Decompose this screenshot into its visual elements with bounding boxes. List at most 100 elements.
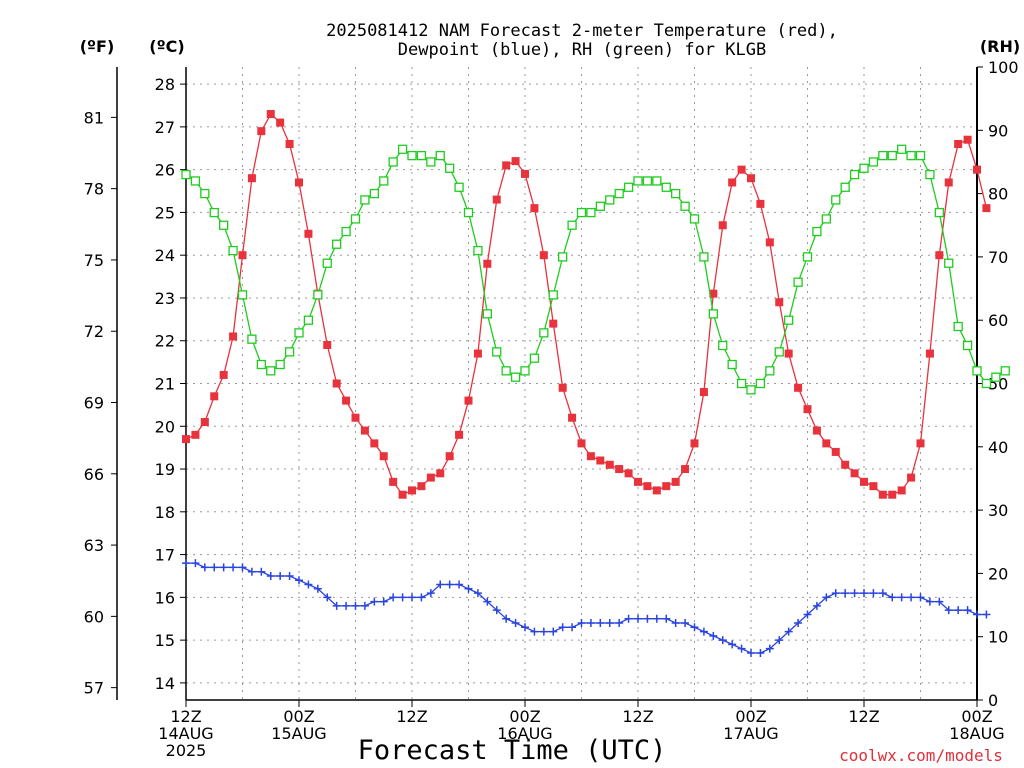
rh-point — [934, 207, 944, 218]
rh-point — [190, 176, 201, 186]
dewpoint-point — [389, 593, 398, 602]
dewpoint-point — [812, 601, 821, 610]
dewpoint-point — [191, 559, 200, 568]
rh-point — [228, 245, 238, 256]
celsius-tick-label: 19 — [155, 460, 175, 479]
time-tick-label: 00Z — [509, 707, 540, 726]
rh-point — [200, 188, 210, 199]
temperature-point — [935, 251, 944, 260]
temperature-point — [982, 204, 991, 213]
temperature-point — [822, 439, 831, 448]
temperature-point — [182, 435, 190, 444]
dewpoint-point — [313, 584, 322, 593]
temperature-point — [370, 439, 379, 448]
time-tick-label: 00Z — [735, 707, 766, 726]
temperature-point — [229, 332, 238, 341]
rh-point — [878, 150, 888, 161]
dewpoint-point — [897, 593, 906, 602]
rh-tick-label: 60 — [988, 311, 1008, 330]
time-tick-label: 17AUG — [723, 724, 778, 743]
dewpoint-line — [186, 562, 987, 654]
rh-point — [473, 245, 483, 256]
temperature-point — [747, 174, 755, 183]
dewpoint-point — [379, 597, 388, 606]
time-tick-label: 14AUG — [158, 724, 213, 743]
dewpoint-point — [860, 589, 868, 598]
temperature-point — [398, 490, 407, 499]
dewpoint-point — [483, 597, 492, 606]
dewpoint-point — [954, 606, 963, 615]
rh-point — [256, 359, 266, 370]
rh-point — [887, 150, 897, 161]
dewpoint-point — [775, 636, 784, 645]
dewpoint-point — [182, 559, 190, 568]
dewpoint-point — [888, 593, 897, 602]
celsius-tick-label: 16 — [155, 588, 175, 607]
rh-point — [397, 144, 408, 154]
dewpoint-point — [737, 644, 746, 653]
fahrenheit-tick-label: 72 — [84, 322, 104, 341]
temperature-point — [351, 413, 360, 422]
dewpoint-point — [502, 614, 511, 623]
rh-point — [219, 220, 229, 230]
temperature-point — [860, 477, 868, 486]
temperature-point — [342, 396, 351, 405]
rh-point — [906, 150, 916, 161]
dewpoint-point — [690, 623, 699, 632]
rh-point — [539, 328, 549, 338]
rh-tick-label: 40 — [988, 438, 1008, 457]
dewpoint-point — [210, 563, 219, 572]
dewpoint-point — [963, 606, 972, 615]
fahrenheit-tick-label: 57 — [84, 679, 104, 698]
dewpoint-point — [925, 597, 934, 606]
dewpoint-point — [200, 563, 209, 572]
rh-tick-label: 90 — [988, 121, 1008, 140]
rh-point — [275, 359, 285, 370]
dewpoint-point — [662, 614, 671, 623]
rh-point — [360, 195, 370, 205]
dewpoint-point — [935, 597, 944, 606]
dewpoint-point — [304, 580, 313, 589]
rh-point — [746, 385, 756, 395]
temperature-point — [925, 349, 934, 358]
temperature-point — [539, 251, 548, 260]
fahrenheit-tick-label: 78 — [84, 180, 104, 199]
dewpoint-point — [285, 571, 294, 580]
rh-point — [652, 176, 662, 186]
dewpoint-point — [878, 589, 887, 598]
rh-point — [680, 201, 690, 211]
temperature-point — [285, 139, 294, 148]
dewpoint-point — [671, 619, 680, 628]
temperature-point — [304, 229, 313, 238]
temperature-point — [247, 174, 256, 183]
fahrenheit-tick-label: 81 — [84, 108, 104, 127]
celsius-tick-label: 18 — [155, 503, 175, 522]
dewpoint-point — [408, 593, 416, 602]
rh-point — [341, 226, 351, 237]
celsius-tick-label: 26 — [155, 161, 175, 180]
rh-point — [605, 195, 615, 205]
temperature-point — [295, 178, 303, 187]
time-tick-label: 18AUG — [949, 724, 1004, 743]
temperature-point — [549, 319, 558, 328]
rh-point — [435, 150, 445, 161]
temperature-point — [577, 439, 586, 448]
credit-text: coolwx.com/models — [839, 746, 1003, 765]
dewpoint-point — [605, 619, 614, 628]
temperature-point — [389, 477, 398, 486]
rh-point — [445, 163, 455, 173]
fahrenheit-tick-label: 63 — [84, 536, 104, 555]
temperature-point — [605, 460, 614, 469]
dewpoint-point — [681, 619, 690, 628]
temperature-point — [662, 482, 671, 491]
dewpoint-point — [266, 571, 275, 580]
temperature-point — [784, 349, 793, 358]
rh-tick-label: 70 — [988, 248, 1008, 267]
temperature-point — [671, 477, 680, 486]
rh-point — [247, 334, 257, 344]
temperature-point — [492, 195, 501, 204]
temperature-point — [841, 460, 850, 469]
dewpoint-point — [511, 619, 520, 628]
temperature-point — [473, 349, 482, 358]
rh-point — [482, 309, 492, 319]
